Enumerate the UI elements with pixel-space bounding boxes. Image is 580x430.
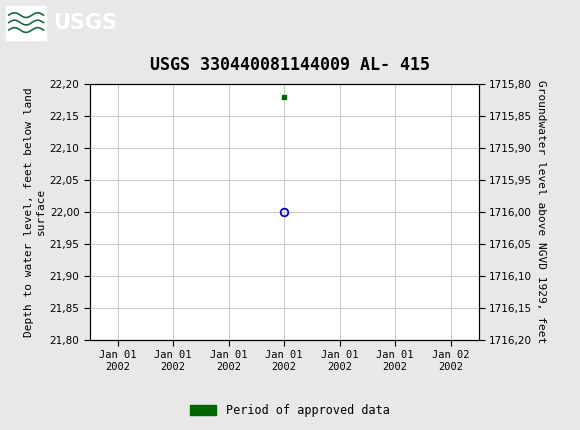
Bar	[6, 6, 46, 40]
Y-axis label: Depth to water level, feet below land
surface: Depth to water level, feet below land su…	[24, 87, 45, 337]
Text: USGS 330440081144009 AL- 415: USGS 330440081144009 AL- 415	[150, 55, 430, 74]
Text: USGS: USGS	[53, 12, 117, 33]
Y-axis label: Groundwater level above NGVD 1929, feet: Groundwater level above NGVD 1929, feet	[536, 80, 546, 344]
Legend: Period of approved data: Period of approved data	[186, 399, 394, 422]
